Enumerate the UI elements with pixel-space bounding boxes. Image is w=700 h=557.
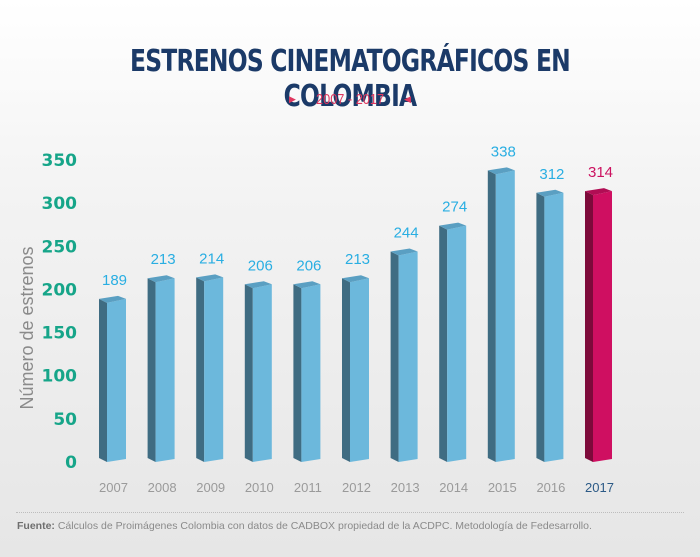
bar-2014 [439,222,467,462]
bar-top-face [439,222,467,230]
bar-side-face [293,284,302,462]
bar-front-face [155,278,175,462]
bar-2017 [585,188,612,462]
bar-2011 [293,281,321,462]
x-tick-label: 2017 [585,480,614,495]
bar-front-face [544,192,564,462]
x-tick-label: 2012 [342,480,371,495]
x-axis-ticks: 2007 2008 2009 2010 2011 2012 2013 2014 2015 2016… [99,480,614,495]
y-axis-ticks: 0 50 100 150 200 250 300 350 [42,151,78,473]
bar-side-face [244,284,253,462]
y-tick-label: 200 [42,280,78,300]
x-tick-label: 2009 [196,480,225,495]
data-label: 206 [248,257,273,274]
bar-front-face [495,170,515,462]
data-label: 274 [442,199,467,216]
bar-top-face [342,275,369,283]
x-tick-label: 2015 [488,480,517,495]
y-tick-label: 0 [65,453,77,473]
bar-top-face [244,281,272,289]
source-note: Fuente: Cálculos de Proimágenes Colombia… [17,520,592,532]
bar-2010 [244,281,272,462]
data-label: 213 [345,251,370,268]
triangle-left-icon: ◀ [404,94,411,104]
y-axis-label: Número de estrenos [17,246,37,409]
bar-side-face [536,192,545,462]
bar-top-face [536,189,564,197]
source-label: Fuente: [17,520,55,532]
bar-front-face [350,278,369,462]
bar-top-face [585,188,612,196]
x-tick-label: 2016 [536,480,565,495]
bar-2009 [196,274,224,462]
bar-side-face [342,278,350,462]
chart-subtitle: ▶ 2007 - 2017 ◀ [0,91,700,108]
x-tick-label: 2010 [245,480,274,495]
bar-front-face [301,284,321,462]
data-label: 314 [588,164,613,181]
bar-2008 [147,275,175,462]
bar-side-face [390,251,399,462]
y-tick-label: 50 [53,410,77,430]
bar-side-face [99,298,107,462]
data-label: 213 [151,251,176,268]
source-text: Cálculos de Proimágenes Colombia con dat… [54,520,592,532]
bar-top-face [147,275,175,283]
x-tick-label: 2013 [391,480,420,495]
bar-top-face [99,295,126,303]
data-label: 214 [199,250,224,267]
bar-front-face [447,225,467,462]
bar-2016 [536,189,564,462]
bar-top-face [293,281,321,289]
data-label: 189 [102,272,127,289]
subtitle-text: 2007 - 2017 [315,91,385,108]
triangle-right-icon: ▶ [289,94,296,104]
bar-front-face [252,284,272,462]
bar-front-face [398,251,418,462]
bar-front-face [593,191,612,462]
bar-side-face [439,225,448,462]
bar-2007 [99,295,126,462]
y-tick-label: 250 [42,237,78,257]
data-label: 206 [296,257,321,274]
chart-title: ESTRENOS CINEMATOGRÁFICOS EN COLOMBIA [130,44,571,114]
x-tick-label: 2011 [294,480,322,495]
bar-top-face [487,167,515,175]
bar-side-face [585,191,593,462]
x-tick-label: 2008 [148,480,177,495]
bar-front-face [107,298,126,462]
bar-2015 [487,167,515,462]
data-label: 312 [539,166,564,183]
y-tick-label: 100 [42,367,78,387]
bar-2013 [390,248,418,462]
bar-front-face [204,277,224,462]
bar-side-face [147,278,156,462]
x-tick-label: 2007 [99,480,128,495]
data-label: 244 [394,224,419,241]
y-tick-label: 300 [42,194,78,214]
bar-2012 [342,275,369,462]
data-label: 338 [491,143,516,160]
x-tick-label: 2014 [439,480,468,495]
bar-top-face [390,248,418,256]
bar-top-face [196,274,224,282]
bar-side-face [487,170,496,462]
y-tick-label: 150 [42,324,78,344]
y-tick-label: 350 [42,151,78,171]
bars: 189 213 214 206 206 213 244 274 338 312 314 [99,143,613,462]
footer-divider [16,512,684,513]
bar-side-face [196,277,205,462]
